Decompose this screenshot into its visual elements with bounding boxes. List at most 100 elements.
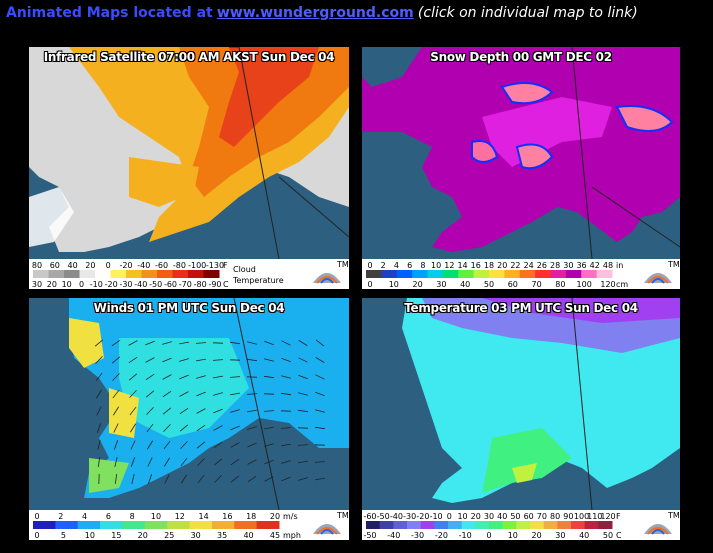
legend-swatch [516,521,531,529]
wind-arrow [213,458,223,466]
legend-top-tick: 30 [563,261,573,270]
legend-top-tick: 8 [420,261,425,270]
legend-swatch [33,270,49,278]
legend-bottom-tick: -70 [179,280,192,289]
wunderground-logo-icon [644,524,672,535]
infrared-satellite-map[interactable] [29,47,349,259]
border-line [571,47,593,259]
infrared-satellite-map-panel[interactable]: Infrared Satellite 07:00 AM AKST Sun Dec… [29,47,349,289]
wind-arrow [264,426,274,430]
legend-top-unit: m/s [283,512,298,521]
legend-bottom-tick: 30 [555,531,565,540]
legend-top-tick: 6 [407,261,412,270]
wind-arrow [147,457,153,467]
temperature-map[interactable] [362,298,680,510]
winds-map[interactable] [29,298,349,510]
legend-swatch [144,521,168,529]
wind-arrow [180,457,188,467]
legend-bottom-tick: 60 [508,280,518,289]
snow-depth-map[interactable] [362,47,680,259]
border-line [571,298,593,510]
legend-top-tick: 0 [106,261,111,270]
legend-top-tick: 6 [106,512,111,521]
wind-arrow [212,359,224,361]
legend-top-tick: 80 [32,261,42,270]
legend-top-tick: 50 [510,512,520,521]
wind-arrow [213,375,223,379]
legend-bottom-tick: -20 [105,280,118,289]
wind-arrow [263,410,275,412]
legend-top-tick: -60 [155,261,168,270]
legend-swatch [461,521,476,529]
temperature-map-panel[interactable]: Temperature 03 PM UTC Sun Dec 04 -60 -50-… [362,298,680,540]
wind-arrow [281,476,291,482]
wind-arrow [246,393,258,395]
wind-arrow [179,424,189,432]
wind-arrow [298,392,308,396]
wind-arrow [96,406,102,416]
legend-swatch [55,521,79,529]
wind-arrow [230,392,240,396]
legend-caption: Temperature [232,276,284,285]
legend-bottom-tick: 45 [270,531,280,540]
wind-arrow [297,444,309,446]
trademark-mark: TM [667,260,680,269]
legend-bottom-tick: -50 [149,280,162,289]
legend-bottom-tick: 120 [600,280,615,289]
legend-bottom-tick: 10 [85,531,95,540]
legend-top-tick: -10 [430,512,443,521]
snow-patch-2 [615,105,674,132]
legend-top-tick: -40 [137,261,150,270]
wind-arrow [179,358,189,362]
legend-top-tick: 16 [471,261,481,270]
legend-top-tick: 100 [574,512,589,521]
wind-arrow [179,341,189,345]
legend-graphic: 0 2 4 6 8 10 12 14 16 18 20 22 24 26 28 30 36 42 480 10 20 30… [366,260,680,289]
legend-bottom-tick: -10 [459,531,472,540]
winds-map-panel[interactable]: Winds 01 PM UTC Sun Dec 04 0 2 4 6 8 10 12 14 16… [29,298,349,540]
legend-swatch [407,521,422,529]
wunderground-logo-icon [313,524,341,535]
wunderground-logo-icon [644,273,672,284]
snow-depth-map-panel[interactable]: Snow Depth 00 GMT DEC 02 0 2 4 6 8 10 12 14 16 18… [362,47,680,289]
wind-arrow [197,458,205,466]
legend-swatch [571,521,586,529]
legend-swatch [79,270,96,278]
wind-arrow [112,373,120,381]
wind-arrow [111,356,121,364]
legend-bottom-tick: -50 [363,531,376,540]
map-title: Temperature 03 PM UTC Sun Dec 04 [404,301,638,315]
legend-bottom-tick: 40 [579,531,589,540]
wind-arrow [196,441,206,449]
wind-arrow [315,339,325,347]
wind-arrow [147,474,153,484]
wind-arrow [95,372,103,382]
wind-arrow [247,442,257,448]
legend-swatch [475,521,490,529]
wind-arrow [230,458,240,466]
wind-arrow [298,357,308,363]
temp-warm [512,463,537,483]
legend-bottom-tick: 0 [34,531,39,540]
wind-arrow [213,408,223,414]
legend-bottom-tick: -80 [194,280,207,289]
wind-arrow [112,389,120,399]
legend-top-tick: 4 [82,512,87,521]
legend-swatch [427,270,444,278]
legend-bottom-tick: -30 [119,280,132,289]
legend-top-tick: 20 [85,261,95,270]
legend-swatch [256,521,280,529]
legend-swatch [203,270,220,278]
legend-bottom-tick: 5 [61,531,66,540]
legend-bottom-tick: 0 [486,531,491,540]
wind-arrow [247,475,257,483]
border-line-2 [591,186,680,248]
wind-arrow [128,340,138,346]
legend-bottom-tick: -10 [90,280,103,289]
wind-arrow [281,375,291,379]
legend-bottom-tick: 0 [367,280,372,289]
wind-arrow [145,357,155,363]
wunderground-link[interactable]: www.wunderground.com [216,5,414,21]
legend-swatch [535,270,551,278]
wind-arrow [147,440,153,450]
